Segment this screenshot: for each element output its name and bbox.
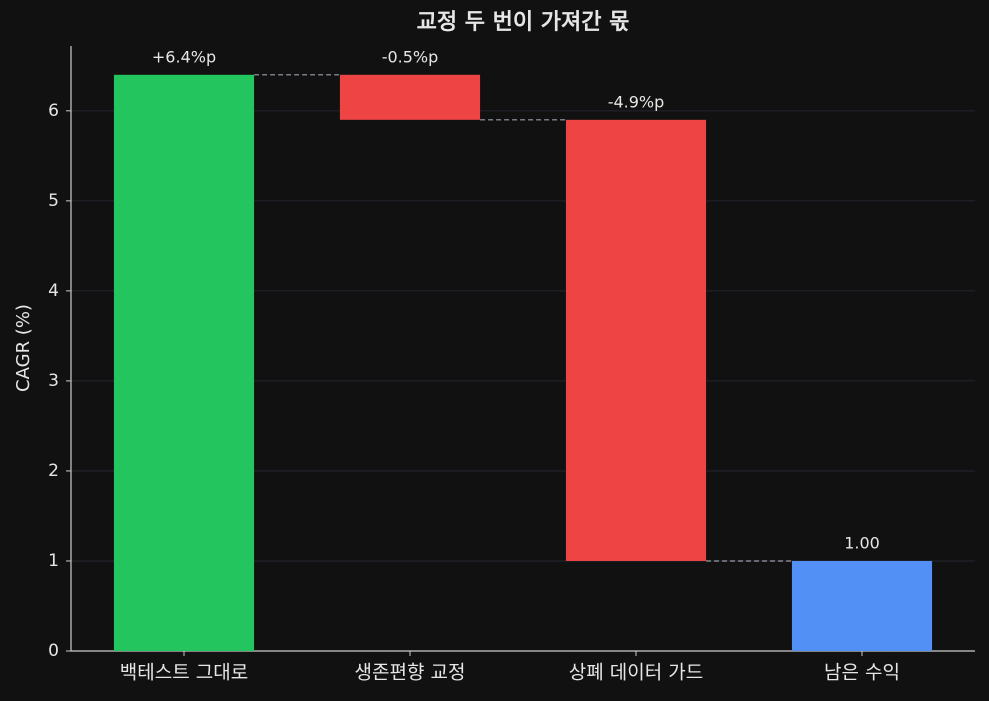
- x-tick-label: 백테스트 그대로: [120, 662, 248, 684]
- value-label: 1.00: [844, 533, 880, 552]
- value-label: -4.9%p: [608, 92, 665, 111]
- bar: [565, 119, 707, 561]
- bar: [791, 560, 933, 651]
- x-tick-label: 남은 수익: [824, 662, 900, 684]
- bar: [113, 74, 255, 652]
- chart-title: 교정 두 번이 가져간 몫: [417, 10, 630, 35]
- y-tick-label: 1: [48, 551, 59, 571]
- y-axis-label: CAGR (%): [13, 304, 34, 392]
- y-tick-label: 6: [48, 101, 59, 121]
- value-label: +6.4%p: [152, 47, 216, 66]
- y-tick-label: 4: [48, 281, 59, 301]
- x-tick-label: 상폐 데이터 가드: [569, 662, 703, 684]
- y-tick-label: 2: [48, 461, 59, 481]
- y-tick-label: 0: [48, 641, 59, 661]
- x-tick-label: 생존편향 교정: [355, 662, 466, 684]
- y-tick-label: 3: [48, 371, 59, 391]
- bar: [339, 74, 481, 120]
- y-tick-label: 5: [48, 191, 59, 211]
- value-label: -0.5%p: [382, 47, 439, 66]
